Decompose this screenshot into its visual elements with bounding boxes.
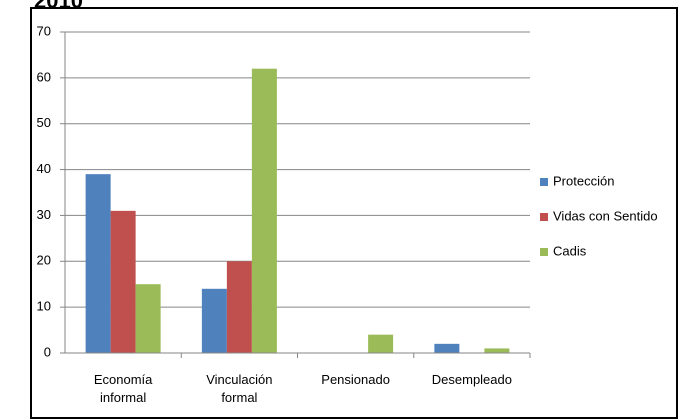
x-tick-label: Pensionado bbox=[321, 372, 390, 387]
y-tick-label: 10 bbox=[37, 299, 51, 314]
y-tick-label: 0 bbox=[44, 344, 51, 359]
y-tick-label: 30 bbox=[37, 207, 51, 222]
bar bbox=[110, 210, 136, 353]
bar bbox=[484, 348, 510, 353]
legend-swatch bbox=[540, 213, 548, 221]
y-tick-label: 40 bbox=[37, 161, 51, 176]
x-tick-label: Vinculación formal bbox=[206, 372, 273, 405]
legend-label: Protección bbox=[553, 173, 614, 188]
x-tick-label: Economía informal bbox=[93, 372, 153, 405]
y-tick-label: 70 bbox=[37, 23, 51, 38]
y-tick-label: 20 bbox=[37, 253, 51, 268]
bar bbox=[85, 174, 111, 353]
bar bbox=[368, 334, 394, 353]
legend-label: Cadis bbox=[553, 243, 587, 258]
x-tick-label: Desempleado bbox=[431, 372, 512, 387]
bar bbox=[201, 288, 227, 353]
bar bbox=[251, 68, 277, 353]
legend-label: Vidas con Sentido bbox=[553, 208, 658, 223]
bar bbox=[434, 343, 460, 353]
legend-swatch bbox=[540, 178, 548, 186]
y-tick-label: 60 bbox=[37, 69, 51, 84]
legend-swatch bbox=[540, 248, 548, 256]
y-tick-label: 50 bbox=[37, 115, 51, 130]
bar bbox=[135, 284, 161, 353]
bar bbox=[226, 261, 252, 353]
chart-frame bbox=[30, 7, 678, 419]
chart-title: 2010 bbox=[34, 0, 83, 13]
